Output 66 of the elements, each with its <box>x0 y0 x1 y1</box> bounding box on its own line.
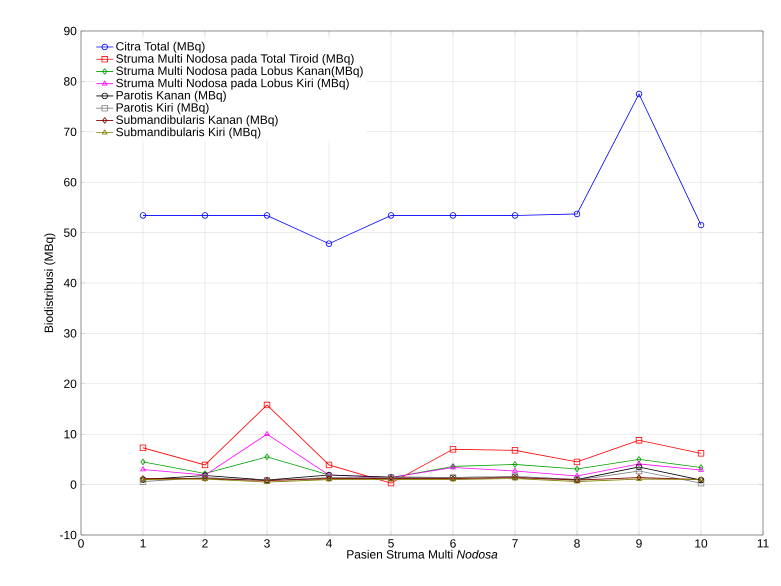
point <box>698 466 704 472</box>
point <box>698 450 704 457</box>
point <box>636 464 642 470</box>
y-tick-label: 50 <box>64 228 76 237</box>
x-tick-label: 3 <box>264 539 270 548</box>
legend-label: Submandibularis Kanan (MBq) <box>116 115 278 126</box>
point <box>574 210 580 218</box>
point <box>202 212 208 219</box>
point <box>574 472 580 478</box>
x-tick-label: 7 <box>512 539 518 548</box>
x-tick-label: 4 <box>326 539 332 548</box>
x-tick-label: 11 <box>758 539 769 548</box>
legend-label: Citra Total (MBq) <box>116 42 205 53</box>
y-tick-label: 70 <box>64 128 76 136</box>
legend-label: Struma Multi Nodosa pada Lobus Kiri (MBq) <box>116 78 349 90</box>
point <box>636 456 642 463</box>
x-axis-title: Pasien Struma Multi Nodosa <box>347 550 498 559</box>
y-axis-title: Biodistribusi (MBq) <box>44 234 56 332</box>
x-tick-label: 0 <box>78 539 84 548</box>
y-tick-label: 40 <box>64 278 76 288</box>
y-tick-label: 60 <box>64 178 76 186</box>
point <box>574 466 580 472</box>
legend-label: Struma Multi Nodosa pada Total Tiroid (MBq) <box>116 54 354 66</box>
y-tick-label: 10 <box>64 430 76 438</box>
y-tick-label: 80 <box>64 77 76 86</box>
point <box>140 458 146 466</box>
y-tick-label: 90 <box>64 26 76 36</box>
point <box>512 461 518 468</box>
point <box>264 431 270 436</box>
x-tick-label: 6 <box>450 539 456 548</box>
x-tick-label: 9 <box>636 539 642 548</box>
point <box>140 466 146 472</box>
point <box>264 454 270 460</box>
point <box>326 462 332 468</box>
point <box>636 437 642 444</box>
x-tick-label: 2 <box>202 539 208 548</box>
y-tick-label: 30 <box>64 329 76 338</box>
point <box>636 460 642 466</box>
point <box>202 462 208 468</box>
point <box>636 90 642 98</box>
y-tick-label: -10 <box>60 530 76 540</box>
point <box>698 480 704 486</box>
point <box>140 444 146 452</box>
point <box>140 212 146 219</box>
point <box>512 468 518 473</box>
x-tick-label: 1 <box>140 539 146 548</box>
x-tick-label: 8 <box>574 539 580 548</box>
point <box>326 240 332 247</box>
point <box>698 464 704 471</box>
y-tick-label: 0 <box>70 480 76 489</box>
legend-label: Submandibularis Kiri (MBq) <box>116 127 260 139</box>
legend-label: Parotis Kanan (MBq) <box>116 90 226 102</box>
legend-label: Struma Multi Nodosa pada Lobus Kanan(MBq) <box>116 66 363 78</box>
point <box>388 212 394 219</box>
x-tick-label: 10 <box>695 539 708 548</box>
point <box>574 458 580 466</box>
point <box>450 212 456 219</box>
point <box>264 212 270 219</box>
point <box>512 447 518 454</box>
x-tick-label: 5 <box>388 539 394 548</box>
point <box>636 468 642 474</box>
point <box>450 446 456 453</box>
y-tick-label: 20 <box>64 380 76 388</box>
legend-label: Parotis Kiri (MBq) <box>116 102 209 114</box>
point <box>512 212 518 219</box>
point <box>264 402 270 408</box>
